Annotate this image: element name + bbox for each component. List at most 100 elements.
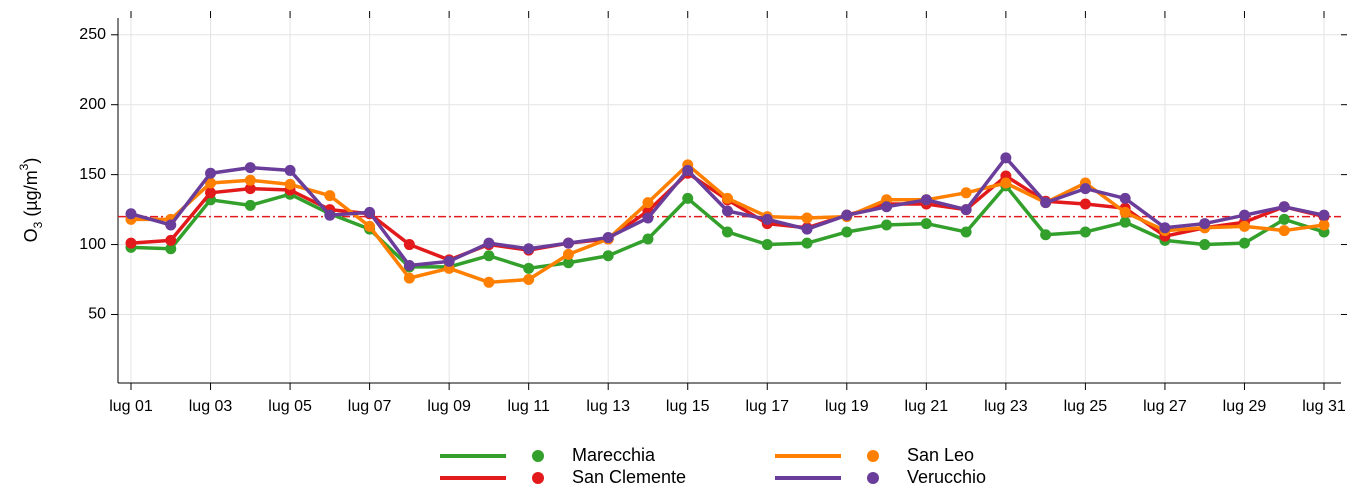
data-point bbox=[523, 274, 535, 286]
y-label-part: (µg/m bbox=[21, 170, 41, 221]
data-point bbox=[443, 255, 455, 267]
data-point bbox=[205, 187, 217, 199]
data-point bbox=[324, 209, 336, 221]
y-label-sub: 3 bbox=[31, 221, 45, 228]
data-point bbox=[244, 183, 256, 195]
data-point bbox=[960, 187, 972, 199]
data-point bbox=[761, 213, 773, 225]
data-point bbox=[165, 243, 177, 255]
data-point bbox=[642, 197, 654, 209]
data-point bbox=[205, 177, 217, 189]
x-tick-label: lug 29 bbox=[1223, 398, 1267, 415]
y-label-sup: 3 bbox=[17, 163, 31, 170]
data-point bbox=[483, 237, 495, 249]
x-tick-label: lug 01 bbox=[109, 398, 153, 415]
legend-label: Verucchio bbox=[907, 467, 986, 487]
x-tick-label: lug 31 bbox=[1302, 398, 1346, 415]
y-tick-label: 250 bbox=[79, 26, 106, 43]
data-point bbox=[801, 237, 813, 249]
legend-label: Marecchia bbox=[572, 445, 656, 465]
x-tick-label: lug 17 bbox=[745, 398, 789, 415]
x-tick-label: lug 27 bbox=[1143, 398, 1187, 415]
data-point bbox=[483, 250, 495, 262]
x-tick-label: lug 19 bbox=[825, 398, 869, 415]
data-point bbox=[920, 194, 932, 206]
y-tick-label: 50 bbox=[88, 306, 106, 323]
data-point bbox=[562, 237, 574, 249]
data-point bbox=[1278, 201, 1290, 213]
data-point bbox=[165, 234, 177, 246]
legend-dot bbox=[867, 472, 879, 484]
data-point bbox=[722, 205, 733, 217]
data-point bbox=[324, 190, 336, 202]
data-point bbox=[1278, 213, 1290, 225]
data-point bbox=[1238, 237, 1250, 249]
data-point bbox=[801, 212, 813, 224]
data-point bbox=[920, 218, 932, 230]
data-point bbox=[1119, 216, 1131, 228]
data-point bbox=[284, 164, 296, 176]
data-point bbox=[1278, 225, 1290, 237]
data-point bbox=[682, 164, 694, 176]
data-point bbox=[364, 206, 376, 218]
data-point bbox=[602, 250, 614, 262]
data-point bbox=[403, 260, 415, 272]
data-point bbox=[722, 226, 733, 238]
legend-label: San Clemente bbox=[572, 467, 686, 487]
x-tick-label: lug 07 bbox=[348, 398, 392, 415]
data-point bbox=[881, 219, 893, 231]
data-point bbox=[642, 233, 654, 245]
data-point bbox=[1318, 209, 1330, 221]
y-label-part: O bbox=[21, 228, 41, 242]
x-tick-label: lug 09 bbox=[427, 398, 471, 415]
x-tick-label: lug 23 bbox=[984, 398, 1028, 415]
data-point bbox=[960, 204, 972, 216]
data-point bbox=[125, 237, 137, 249]
data-point bbox=[960, 226, 972, 238]
data-point bbox=[562, 257, 574, 269]
data-point bbox=[1318, 219, 1330, 231]
legend-dot bbox=[532, 472, 544, 484]
data-point bbox=[602, 232, 614, 244]
data-point bbox=[841, 209, 853, 221]
y-tick-label: 100 bbox=[79, 236, 106, 253]
data-point bbox=[1238, 220, 1250, 232]
data-point bbox=[761, 239, 773, 251]
data-point bbox=[1238, 209, 1250, 221]
x-tick-label: lug 21 bbox=[905, 398, 949, 415]
data-point bbox=[403, 239, 415, 251]
data-point bbox=[722, 192, 733, 204]
data-point bbox=[1000, 177, 1012, 189]
data-point bbox=[483, 276, 495, 288]
y-axis-label: O3 (µg/m3) bbox=[17, 158, 45, 243]
legend-dot bbox=[867, 450, 879, 462]
data-point bbox=[1159, 222, 1171, 234]
y-label-part: ) bbox=[21, 158, 41, 164]
data-point bbox=[1119, 192, 1131, 204]
data-point bbox=[562, 248, 574, 260]
y-tick-label: 150 bbox=[79, 166, 106, 183]
data-point bbox=[682, 192, 694, 204]
legend-label: San Leo bbox=[907, 445, 974, 465]
data-point bbox=[523, 262, 535, 274]
data-point bbox=[1199, 239, 1211, 251]
data-point bbox=[244, 199, 256, 211]
data-point bbox=[403, 272, 415, 284]
data-point bbox=[1040, 229, 1052, 241]
data-point bbox=[1040, 197, 1052, 209]
data-point bbox=[523, 243, 535, 255]
data-point bbox=[1079, 198, 1091, 210]
data-point bbox=[1000, 152, 1012, 164]
data-point bbox=[841, 226, 853, 238]
data-point bbox=[1079, 226, 1091, 238]
data-point bbox=[244, 174, 256, 186]
data-point bbox=[881, 201, 893, 213]
x-tick-label: lug 11 bbox=[507, 398, 550, 415]
data-point bbox=[284, 178, 296, 190]
data-point bbox=[1079, 183, 1091, 195]
x-tick-label: lug 05 bbox=[268, 398, 312, 415]
legend-dot bbox=[532, 450, 544, 462]
data-point bbox=[205, 167, 217, 179]
data-point bbox=[165, 219, 177, 231]
